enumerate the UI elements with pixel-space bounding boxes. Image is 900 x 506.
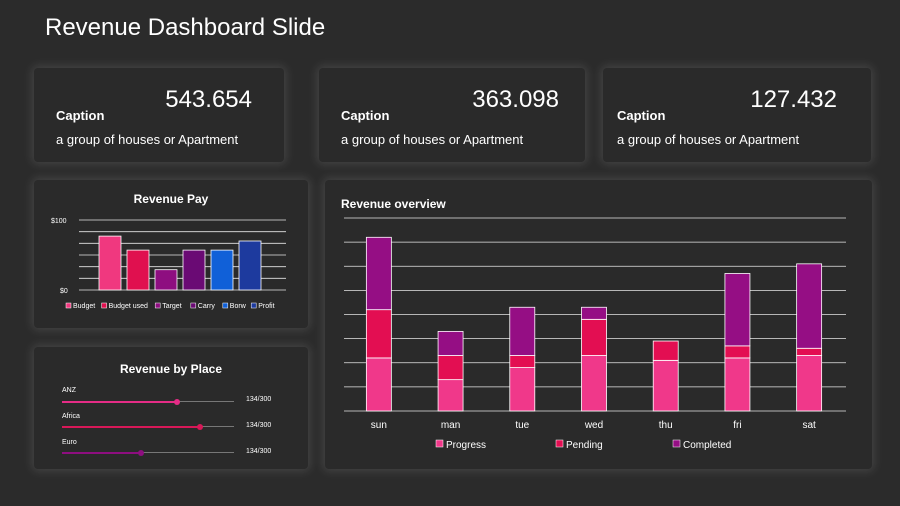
place-slider-handle[interactable]	[196, 424, 203, 430]
revenue-overview-chart: sun man tue wed thu fri sat Progress Pending Com…	[344, 217, 846, 451]
x-tick-label: sat	[802, 420, 816, 431]
x-tick-label: tue	[515, 420, 529, 431]
bar-carry	[182, 249, 206, 291]
x-tick-label: sun	[371, 420, 387, 431]
x-tick-label: wed	[584, 420, 603, 431]
legend-swatch	[65, 302, 72, 309]
kpi-value: 363.098	[472, 86, 559, 113]
x-tick-label: thu	[659, 420, 673, 431]
bar-budget	[98, 235, 122, 291]
place-label: Euro	[62, 439, 77, 446]
legend-label: Borw	[230, 303, 247, 310]
legend-label: Progress	[446, 440, 486, 451]
place-track	[62, 399, 234, 405]
kpi-card: 127.432 Caption a group of houses or Apa…	[603, 68, 871, 162]
revenue-by-place-title: Revenue by Place	[119, 362, 223, 376]
y-tick-label: $100	[51, 218, 67, 225]
legend-swatch	[435, 439, 444, 448]
legend-swatch	[101, 302, 107, 309]
bar-sat-progress	[796, 355, 823, 412]
x-tick-label: man	[441, 420, 460, 431]
place-value: 134/300	[246, 422, 272, 429]
kpi-caption: Caption	[617, 108, 666, 123]
revenue-overview-card: Revenue overview sun man tue wed thu fri sat P…	[325, 180, 872, 469]
bar-sat-pending	[796, 347, 823, 356]
kpi-description: a group of houses or Apartment	[56, 132, 239, 147]
place-fill	[62, 401, 178, 403]
legend-label: Profit	[258, 303, 274, 310]
revenue-pay-title: Revenue Pay	[133, 192, 209, 206]
bar-sun-progress	[365, 357, 392, 412]
legend-label: Carry	[198, 303, 216, 310]
legend-label: Completed	[683, 440, 731, 451]
page-title: Revenue Dashboard Slide	[45, 14, 326, 41]
x-tick-label: fri	[733, 420, 741, 431]
legend-swatch	[672, 439, 681, 448]
legend-swatch	[222, 302, 229, 309]
bar-tue-pending	[509, 355, 536, 368]
place-slider-handle[interactable]	[174, 399, 181, 405]
bar-man-progress	[437, 379, 464, 412]
kpi-card: 543.654 Caption a group of houses or Apa…	[34, 68, 284, 162]
kpi-caption: Caption	[56, 108, 105, 123]
legend-swatch	[190, 302, 197, 309]
place-value: 134/300	[246, 396, 272, 403]
legend-label: Target	[162, 303, 182, 310]
legend: Budget Budget used Target Carry Borw Profit	[65, 302, 275, 310]
bars	[365, 236, 823, 412]
bar-sun-completed	[365, 236, 392, 311]
kpi-card: 363.098 Caption a group of houses or Apa…	[319, 68, 585, 162]
bar-sun-pending	[365, 309, 392, 359]
bar-fri-progress	[724, 357, 751, 412]
bar-fri-completed	[724, 273, 751, 347]
legend-swatch	[555, 439, 564, 448]
legend-swatch	[154, 302, 161, 309]
bar-man-pending	[437, 355, 464, 381]
legend-label: Pending	[566, 440, 603, 451]
revenue-by-place-card: Revenue by Place ANZ 134/300 Africa 134/…	[34, 347, 308, 469]
kpi-value: 127.432	[750, 86, 837, 113]
place-fill	[62, 426, 200, 428]
bars	[98, 235, 262, 291]
bar-borw	[210, 249, 234, 291]
bar-tue-completed	[509, 306, 536, 356]
bar-wed-progress	[581, 355, 607, 412]
place-label: Africa	[62, 413, 80, 420]
bar-budget-used	[126, 249, 150, 291]
bar-target	[154, 269, 178, 291]
kpi-value: 543.654	[165, 86, 252, 113]
kpi-description: a group of houses or Apartment	[341, 132, 524, 147]
legend-swatch	[250, 302, 257, 309]
place-track	[62, 450, 234, 456]
bar-sat-completed	[796, 263, 823, 349]
place-value: 134/300	[246, 448, 272, 455]
kpi-caption: Caption	[341, 108, 390, 123]
place-fill	[62, 452, 142, 454]
legend-label: Budget	[73, 303, 95, 310]
bar-fri-pending	[724, 345, 751, 359]
revenue-pay-chart: $100 $0 Budget Budget used Target Carry Borw…	[51, 218, 286, 310]
place-label: ANZ	[62, 387, 76, 394]
place-slider-handle[interactable]	[138, 450, 145, 456]
place-track	[62, 424, 234, 430]
bar-wed-pending	[581, 318, 607, 356]
legend: Progress Pending Completed	[435, 439, 731, 451]
legend-label: Budget used	[109, 303, 148, 310]
bar-wed-completed	[581, 306, 607, 320]
x-axis-labels: sun man tue wed thu fri sat	[371, 420, 816, 431]
y-tick-label: $0	[60, 288, 68, 295]
bar-tue-progress	[509, 367, 536, 412]
bar-profit	[238, 240, 262, 291]
revenue-overview-title: Revenue overview	[341, 197, 446, 211]
bar-man-completed	[437, 330, 464, 356]
kpi-description: a group of houses or Apartment	[617, 132, 800, 147]
bar-thu-pending	[652, 340, 679, 361]
revenue-pay-card: Revenue Pay $100 $0 Budget Budget used Tar…	[34, 180, 308, 328]
bar-thu-progress	[652, 359, 679, 412]
